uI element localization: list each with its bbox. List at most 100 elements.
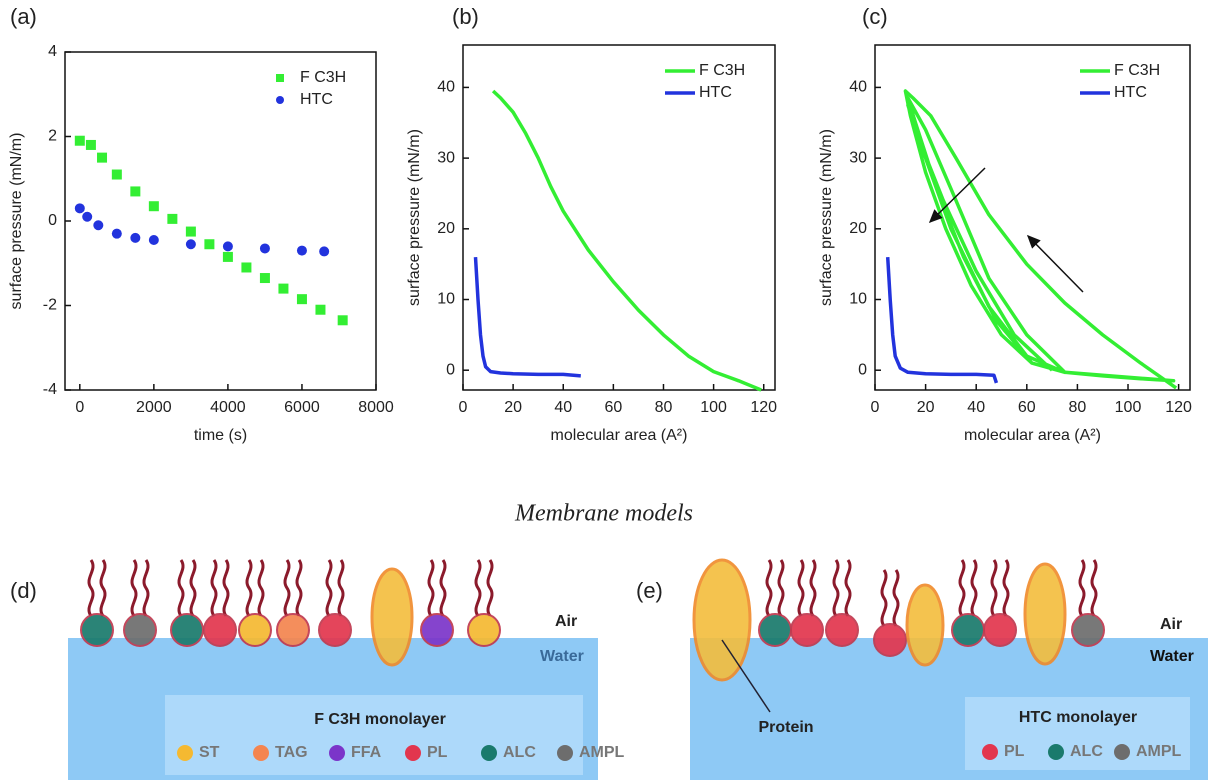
y-axis-label: surface pressure (mN/m): [8, 133, 25, 310]
lipid-tail: [245, 559, 253, 617]
legend-dot: [177, 745, 193, 761]
legend-label: F C3H: [699, 62, 745, 79]
lipid-tail: [427, 559, 435, 617]
lipid-tail: [222, 559, 230, 617]
air-label: Air: [1160, 616, 1182, 633]
legend-label: HTC: [300, 91, 333, 108]
lipid-head: [758, 613, 792, 647]
point: [296, 245, 307, 256]
x-tick-label: 20: [504, 399, 522, 416]
lipid-tail: [210, 559, 218, 617]
y-tick-label: -4: [43, 381, 57, 398]
lipid-tail: [142, 559, 150, 617]
legend-label: HTC: [699, 84, 732, 101]
panel-label: (c): [862, 4, 888, 29]
y-tick-label: 20: [849, 220, 867, 237]
y-tick-label: 0: [48, 212, 57, 229]
legend-label: PL: [427, 744, 448, 761]
protein: [905, 583, 945, 667]
panel-label: (e): [636, 578, 663, 603]
legend-dot: [557, 745, 573, 761]
lipid-tail: [283, 559, 291, 617]
lipid-tail: [177, 559, 185, 617]
legend-label: ALC: [503, 744, 536, 761]
series-line: [903, 89, 1178, 390]
x-tick-label: 40: [967, 399, 985, 416]
y-tick-label: 2: [48, 128, 57, 145]
lipid-head: [1071, 613, 1105, 647]
lipid-head: [983, 613, 1017, 647]
lipid-tail: [130, 559, 138, 617]
series-line: [473, 256, 581, 378]
legend-label: ALC: [1070, 743, 1103, 760]
lipid-head: [825, 613, 859, 647]
x-tick-label: 120: [1165, 399, 1192, 416]
legend-label: PL: [1004, 743, 1025, 760]
lipid-head: [170, 613, 204, 647]
series-line: [491, 89, 762, 392]
legend-label: TAG: [275, 744, 308, 761]
lipid-tail: [439, 559, 447, 617]
legend-label: ST: [199, 744, 220, 761]
point: [185, 239, 196, 250]
point: [97, 152, 108, 163]
point: [82, 211, 93, 222]
lipid-tail: [880, 569, 888, 627]
point: [74, 135, 85, 146]
legend-title: F C3H monolayer: [314, 711, 446, 728]
legend-label: FFA: [351, 744, 382, 761]
lipid-head: [203, 613, 237, 647]
lipid-tail: [809, 559, 817, 617]
lipid-tail: [777, 559, 785, 617]
lipid-tail: [832, 559, 840, 617]
lipid-tail: [765, 559, 773, 617]
lipid-tail: [87, 559, 95, 617]
lipid-head: [951, 613, 985, 647]
legend-marker: [276, 74, 284, 82]
legend-title: HTC monolayer: [1019, 709, 1137, 726]
point: [130, 186, 141, 197]
lipid-tail: [970, 559, 978, 617]
point: [222, 241, 233, 252]
legend-label: HTC: [1114, 84, 1147, 101]
legend-box: [965, 697, 1190, 770]
protein-label: Protein: [758, 719, 813, 736]
legend-dot: [982, 744, 998, 760]
lipid-head: [276, 613, 310, 647]
legend-label: F C3H: [300, 69, 346, 86]
lipid-head: [420, 613, 454, 647]
x-tick-label: 100: [700, 399, 727, 416]
point: [315, 304, 326, 315]
protein: [370, 567, 414, 667]
water-label: Water: [540, 648, 584, 665]
lipid-head: [80, 613, 114, 647]
x-axis-label: molecular area (A²): [964, 427, 1101, 444]
point: [167, 213, 178, 224]
protein: [692, 558, 752, 682]
lipid-tail: [797, 559, 805, 617]
point: [296, 294, 307, 305]
point: [319, 246, 330, 257]
x-tick-label: 0: [75, 399, 84, 416]
diagram: (d) Air Water F C3H monolayer ST TAG FFA PL ALC A…: [10, 558, 1208, 780]
diagram-title: Membrane models: [514, 501, 693, 527]
y-axis-label: surface pressure (mN/m): [406, 129, 423, 306]
lipid-tail: [189, 559, 197, 617]
protein-pointer: [721, 639, 771, 713]
lipid-head: [467, 613, 501, 647]
lipid-tail: [325, 559, 333, 617]
legend-dot: [481, 745, 497, 761]
point: [85, 139, 96, 150]
lipid-head: [790, 613, 824, 647]
point: [111, 169, 122, 180]
lipid-tail: [295, 559, 303, 617]
panel-label: (b): [452, 4, 479, 29]
y-tick-label: -2: [43, 297, 57, 314]
lipid-tail: [1090, 559, 1098, 617]
y-tick-label: 40: [437, 79, 455, 96]
x-tick-label: 40: [554, 399, 572, 416]
lipid-head: [873, 623, 907, 657]
point: [222, 251, 233, 262]
x-tick-label: 0: [459, 399, 468, 416]
